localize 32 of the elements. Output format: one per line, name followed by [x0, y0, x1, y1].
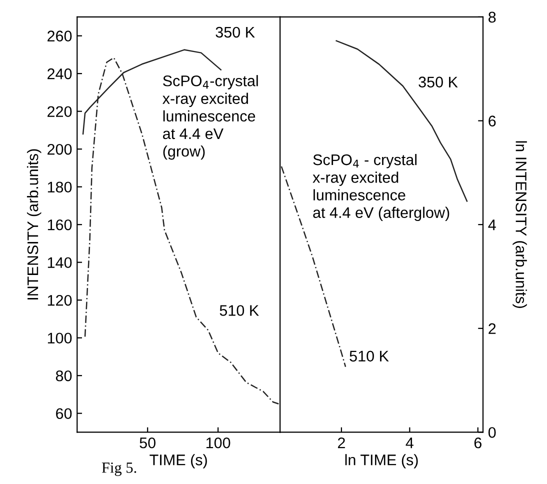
y-tick-label: 8: [488, 12, 496, 23]
x-tick-label: 50: [140, 437, 156, 448]
y-tick-label: 4: [488, 220, 496, 230]
series-label: 510 K: [350, 350, 389, 362]
y-tick-label: 200: [48, 144, 72, 155]
x-tick-label: 4: [406, 438, 414, 448]
y-tick-label: 0: [488, 427, 496, 438]
x-axis-title: ln TIME (s): [345, 454, 418, 468]
series-label: 350 K: [418, 76, 458, 88]
y-axis-title: ln INTENSITY (arb.units): [512, 141, 527, 308]
y-tick-label: 100: [48, 332, 72, 344]
y-tick-label: 6: [488, 116, 496, 126]
caption: Fig 5.: [102, 462, 136, 476]
y-tick-label: 80: [56, 370, 72, 382]
y-tick-label: 180: [48, 182, 72, 193]
x-tick-label: 100: [206, 437, 230, 448]
x-tick-label: 2: [338, 437, 345, 448]
y-tick-label: 260: [48, 30, 72, 42]
series-label: 510 K: [220, 305, 259, 316]
annotation: ScPO$_{4}$ - crystal x-ray excited luminescence at 4.4 eV (afterglow): [312, 154, 450, 222]
y-tick-label: 240: [48, 68, 72, 80]
y-axis-title: INTENSITY (arb.units): [26, 149, 42, 300]
y-tick-label: 140: [48, 257, 72, 268]
y-tick-label: 2: [488, 323, 496, 334]
series-label: 350 K: [216, 26, 255, 38]
y-tick-label: 160: [48, 219, 72, 230]
y-tick-label: 120: [48, 294, 72, 306]
x-tick-label: 6: [474, 437, 482, 448]
x-axis-title: TIME (s): [150, 454, 207, 468]
annotation: ScPO$_{4}$-crystal x-ray excited luminescence at 4.4 eV (grow): [162, 75, 258, 160]
y-tick-label: 220: [48, 106, 72, 118]
y-tick-label: 60: [56, 408, 72, 420]
